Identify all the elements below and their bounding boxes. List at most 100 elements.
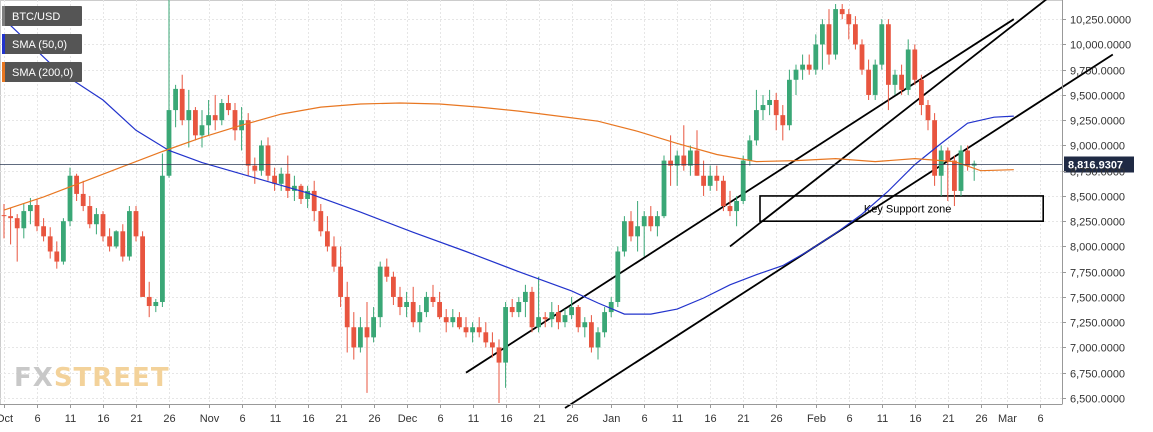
candle — [331, 236, 337, 272]
key-support-zone-label: Key Support zone — [864, 204, 951, 216]
y-tick-label: 10,250.0000 — [1070, 15, 1131, 27]
candle-body — [655, 216, 660, 227]
candle-body — [41, 226, 46, 237]
candle — [655, 211, 660, 237]
legend-box — [2, 34, 82, 54]
candle — [410, 286, 416, 328]
candle — [371, 307, 376, 343]
x-tick-label: Oct — [0, 413, 13, 425]
candle-body — [813, 44, 819, 70]
candle — [589, 315, 594, 353]
candle-body — [371, 317, 376, 338]
candle — [325, 216, 330, 252]
candle-body — [523, 291, 528, 302]
candle — [529, 286, 535, 333]
candle — [668, 135, 673, 186]
candle-body — [351, 327, 357, 348]
candle — [483, 322, 489, 348]
candle-body — [140, 236, 145, 297]
legend-box — [2, 62, 82, 82]
candle — [252, 157, 258, 184]
candle — [443, 309, 449, 333]
legend: BTC/USD SMA (50,0) SMA (200,0) — [2, 6, 82, 82]
candle-body — [430, 296, 436, 302]
candle-body — [377, 266, 383, 318]
candle-body — [21, 211, 27, 229]
candle — [793, 64, 799, 95]
legend-item: BTC/USD — [2, 6, 82, 26]
candle-body — [872, 64, 878, 95]
candle — [872, 59, 878, 100]
candle — [727, 190, 733, 217]
candle — [47, 227, 53, 259]
x-tick-label: 26 — [770, 413, 782, 425]
candle-body — [707, 175, 713, 186]
axes-layer: 6,500.0000 6,750.0000 7,000.0000 7,250.0000… — [0, 0, 1131, 425]
candle — [582, 317, 588, 338]
x-tick-label: 6 — [437, 413, 443, 425]
fxstreet-watermark: FXSTREET — [14, 363, 170, 393]
candle-body — [278, 173, 284, 184]
candle — [457, 312, 462, 330]
candle — [595, 327, 601, 360]
legend-swatch — [2, 6, 5, 26]
current-price-line: 8,816.9307 — [0, 156, 1134, 173]
y-tick-label: 6,500.0000 — [1070, 394, 1125, 406]
candle-body — [47, 236, 53, 252]
candle-body — [747, 140, 753, 161]
candle-body — [754, 110, 759, 141]
candle — [67, 167, 73, 227]
candle-body — [496, 347, 502, 363]
candle-body — [661, 160, 667, 217]
candle-body — [232, 110, 238, 131]
y-tick-label: 7,500.0000 — [1070, 293, 1125, 305]
candle — [153, 298, 159, 313]
current-price-tag — [1064, 156, 1134, 173]
candle-body — [542, 317, 548, 320]
candle-body — [919, 79, 924, 106]
candle-body — [681, 155, 687, 166]
candle — [556, 305, 561, 330]
candle-body — [721, 180, 726, 207]
candle — [54, 241, 60, 269]
candle — [846, 9, 852, 40]
candle-body — [259, 145, 264, 171]
candle — [193, 107, 198, 141]
candle — [721, 175, 726, 212]
candle — [806, 54, 812, 75]
y-tick-label: 8,000.0000 — [1070, 242, 1125, 254]
candle-body — [866, 69, 871, 95]
candle — [516, 296, 522, 318]
candle — [318, 204, 324, 237]
candle-body — [628, 221, 634, 237]
candle — [674, 150, 680, 186]
candle — [958, 145, 964, 196]
candle — [140, 231, 145, 297]
legend-label: BTC/USD — [12, 11, 60, 23]
candle — [226, 94, 231, 116]
candle — [28, 197, 33, 225]
candle — [925, 99, 931, 131]
candle — [707, 165, 713, 191]
candle-body — [602, 312, 607, 333]
candle-body — [311, 190, 317, 212]
x-tick-label: 21 — [942, 413, 954, 425]
candle-body — [694, 150, 700, 176]
candle-body — [575, 307, 581, 328]
candle — [575, 305, 581, 333]
candle — [833, 4, 838, 60]
y-tick-label: 8,500.0000 — [1070, 192, 1125, 204]
x-tick-label: 16 — [500, 413, 512, 425]
candle-body — [14, 218, 20, 229]
candle-body — [912, 49, 918, 80]
candle-body — [965, 150, 970, 166]
x-tick-label: 26 — [975, 413, 987, 425]
svg-text:FXSTREET: FXSTREET — [14, 363, 170, 393]
candle — [265, 137, 271, 181]
candle-body — [503, 307, 508, 363]
candle-body — [206, 115, 211, 126]
candle — [853, 16, 858, 50]
candle-body — [701, 175, 706, 186]
candle-body — [793, 69, 799, 80]
candle-body — [615, 251, 621, 302]
